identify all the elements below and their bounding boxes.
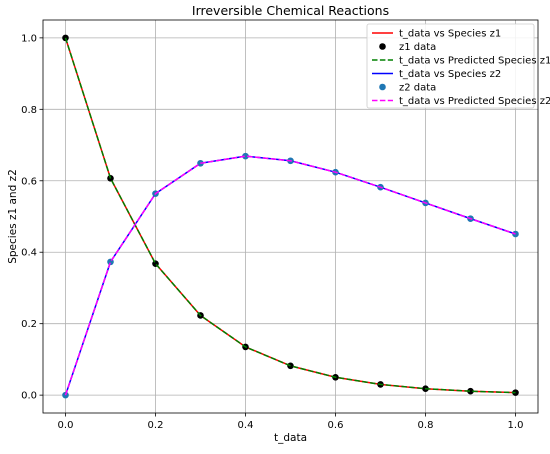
- legend: t_data vs Species z1 z1 data t_data vs Pre…: [366, 23, 550, 109]
- x-tick-label: 0.0: [58, 420, 74, 431]
- x-tick-label: 0.8: [418, 420, 434, 431]
- data-point: [287, 362, 294, 370]
- x-axis-label: t_data: [274, 432, 307, 444]
- legend-label: t_data vs Species z2: [399, 69, 501, 80]
- chart-title: Irreversible Chemical Reactions: [192, 3, 389, 18]
- y-tick-label: 0.4: [21, 248, 37, 259]
- legend-label: t_data vs Species z1: [399, 29, 501, 40]
- legend-box: [366, 23, 535, 109]
- data-point: [242, 152, 249, 160]
- y-tick-label: 0.8: [21, 105, 37, 116]
- y-tick-label: 0.0: [21, 391, 37, 402]
- legend-label: t_data vs Predicted Species z2: [399, 96, 550, 107]
- grid: [43, 20, 538, 413]
- y-tick-label: 0.2: [21, 319, 37, 330]
- data-point: [467, 387, 474, 395]
- x-tick-label: 1.0: [508, 420, 524, 431]
- x-tick-label: 0.4: [238, 420, 254, 431]
- legend-marker: [379, 43, 386, 50]
- plot-frame: [42, 19, 539, 414]
- series-layer: [62, 34, 519, 399]
- legend-marker: [379, 83, 386, 91]
- x-tick-label: 0.2: [148, 420, 164, 431]
- y-axis-label: Species z1 and z2: [7, 169, 19, 264]
- legend-label: z1 data: [399, 42, 436, 53]
- y-tick-label: 0.6: [21, 176, 37, 187]
- legend-label: t_data vs Predicted Species z1: [399, 56, 550, 67]
- x-tick-label: 0.6: [328, 420, 344, 431]
- series-line: [64, 155, 516, 396]
- legend-label: z2 data: [399, 83, 436, 94]
- ticks: 0.0 0.2 0.4 0.6 0.8 1.0 0.0 0.2 0.4 0.6 0.8 1.0: [21, 33, 523, 431]
- y-tick-label: 1.0: [21, 33, 37, 44]
